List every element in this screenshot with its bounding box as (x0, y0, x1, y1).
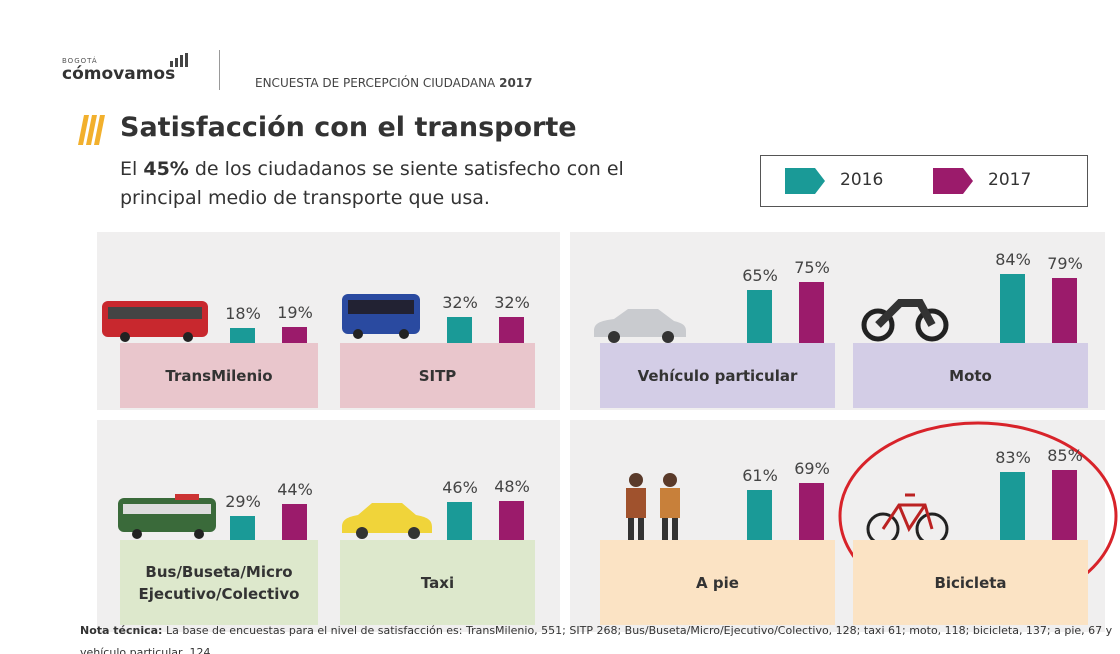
taxi-icon (342, 503, 432, 539)
value-label: 61% (742, 465, 778, 485)
value-label: 46% (442, 478, 478, 498)
bike-icon (866, 493, 949, 546)
bar (282, 327, 307, 343)
value-label: 48% (494, 476, 530, 496)
survey: ENCUESTA DE PERCEPCIÓN CIUDADANA 2017 (255, 76, 533, 90)
bar (747, 289, 772, 343)
subtitle-c: de los ciudadanos se siente satisfecho c… (120, 158, 624, 209)
footnote-label: Nota técnica: (80, 624, 163, 637)
category-label: Bus/Buseta/Micro Ejecutivo/Colectivo (120, 540, 318, 625)
brand-icon (170, 53, 188, 67)
bar (230, 328, 255, 343)
category-label: Bicicleta (853, 540, 1088, 625)
value-label: 75% (794, 257, 830, 277)
legend-label: 2017 (988, 170, 1032, 190)
chart-title: Satisfacción con el transporte (120, 112, 577, 143)
city: BOGOTÁ (62, 57, 98, 65)
value-label: 19% (277, 303, 313, 323)
category-label: Vehículo particular (600, 343, 835, 408)
divider (219, 50, 220, 90)
bar (1052, 278, 1077, 343)
value-label: 85% (1047, 446, 1083, 466)
bar (747, 489, 772, 540)
moto-icon (861, 299, 949, 342)
bar (447, 502, 472, 540)
legend (760, 155, 1088, 207)
value-label: 29% (225, 492, 261, 512)
bar (1052, 470, 1077, 540)
value-label: 83% (995, 447, 1031, 467)
category-label: Moto (853, 343, 1088, 408)
value-label: 32% (494, 292, 530, 312)
bar (799, 483, 824, 540)
bar (447, 316, 472, 343)
survey-year: 2017 (499, 76, 533, 90)
car-icon (594, 309, 686, 343)
category-label: TransMilenio (120, 343, 318, 408)
subtitle-b: 45% (143, 158, 189, 180)
survey-name: ENCUESTA DE PERCEPCIÓN CIUDADANA (255, 76, 496, 90)
bar (1000, 471, 1025, 540)
buseta-icon (118, 494, 216, 539)
category-label: A pie (600, 540, 835, 625)
legend-label: 2016 (840, 170, 884, 190)
bus-icon (102, 301, 208, 342)
category-label: SITP (340, 343, 535, 408)
bar (230, 516, 255, 540)
walkers-icon (626, 473, 680, 540)
value-label: 65% (742, 265, 778, 285)
value-label: 84% (995, 250, 1031, 270)
bar (499, 500, 524, 540)
brand: cómovamos (62, 64, 176, 84)
bar (499, 316, 524, 343)
subtitle-a: El (120, 158, 138, 180)
footnote-text: La base de encuestas para el nivel de sa… (80, 624, 1113, 654)
sitp-icon (342, 294, 420, 339)
legend-swatch (785, 168, 825, 194)
legend-swatch (933, 168, 973, 194)
value-label: 79% (1047, 254, 1083, 274)
bar (282, 503, 307, 540)
subtitle: El 45% de los ciudadanos se siente satis… (120, 155, 680, 213)
value-label: 32% (442, 292, 478, 312)
value-label: 69% (794, 459, 830, 479)
value-label: 18% (225, 304, 261, 324)
bar (799, 281, 824, 343)
value-label: 44% (277, 479, 313, 499)
title-slashes (78, 115, 105, 145)
bar (1000, 274, 1025, 343)
category-label: Taxi (340, 540, 535, 625)
footnote: Nota técnica: La base de encuestas para … (80, 620, 1115, 654)
